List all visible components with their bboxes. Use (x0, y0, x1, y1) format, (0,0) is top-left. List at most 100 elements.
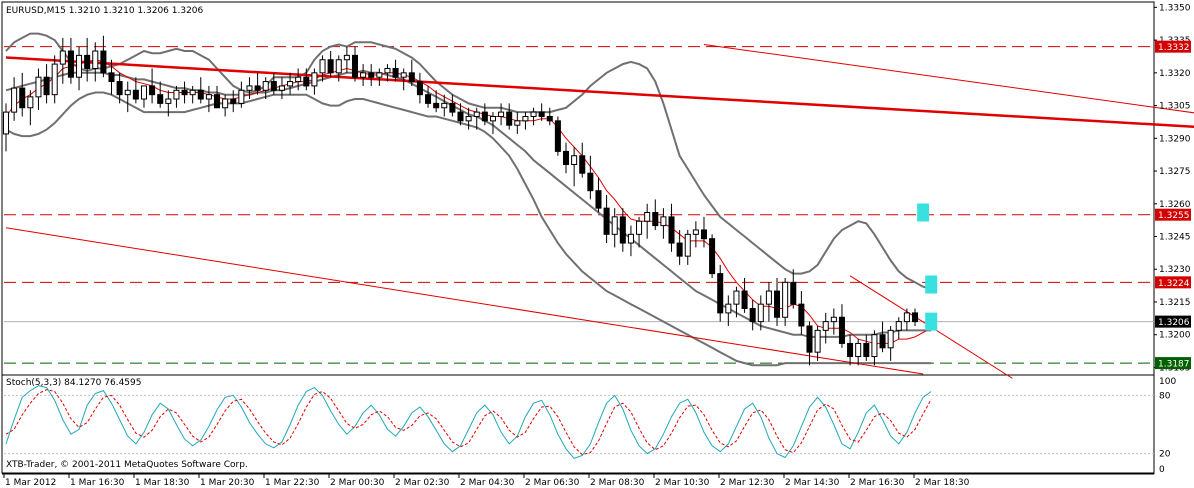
candle-body[interactable] (124, 89, 131, 96)
candle-body[interactable] (368, 72, 375, 78)
candle-body[interactable] (587, 172, 594, 192)
candle-body[interactable] (433, 102, 440, 109)
candle-body[interactable] (189, 89, 196, 96)
candle-body[interactable] (2, 111, 10, 135)
candle-body[interactable] (132, 89, 139, 100)
candle-body[interactable] (879, 334, 886, 349)
candle-body[interactable] (376, 72, 383, 78)
candle-body[interactable] (684, 233, 691, 257)
candle-body[interactable] (59, 50, 66, 65)
candle-body[interactable] (76, 54, 83, 78)
candle-body[interactable] (530, 111, 537, 117)
candle-body[interactable] (798, 303, 805, 327)
candle-body[interactable] (465, 115, 472, 122)
candle-body[interactable] (782, 281, 789, 318)
candle-body[interactable] (303, 76, 310, 87)
candle-body[interactable] (92, 50, 99, 69)
candle-body[interactable] (855, 342, 862, 358)
candle-body[interactable] (165, 98, 172, 104)
candle-body[interactable] (790, 281, 797, 305)
candle-body[interactable] (903, 312, 910, 323)
candle-body[interactable] (270, 81, 277, 91)
signal-marker[interactable] (925, 312, 938, 331)
candle-body[interactable] (806, 325, 813, 353)
candle-body[interactable] (254, 85, 261, 91)
candle-body[interactable] (35, 76, 42, 98)
candle-body[interactable] (457, 111, 464, 122)
candle-body[interactable] (514, 120, 521, 126)
candle-body[interactable] (709, 238, 716, 275)
candle-body[interactable] (408, 72, 415, 83)
candle-body[interactable] (425, 94, 432, 104)
candle-body[interactable] (197, 89, 204, 100)
candle-body[interactable] (895, 321, 902, 331)
candle-body[interactable] (116, 81, 123, 96)
candle-body[interactable] (473, 111, 480, 117)
candle-body[interactable] (335, 59, 342, 74)
candle-body[interactable] (392, 67, 399, 78)
candle-body[interactable] (579, 155, 586, 174)
candle-body[interactable] (416, 81, 423, 96)
candle-body[interactable] (149, 85, 156, 96)
candle-body[interactable] (733, 290, 740, 305)
candle-body[interactable] (546, 115, 553, 122)
candle-body[interactable] (522, 115, 529, 122)
candle-body[interactable] (222, 98, 229, 109)
candle-body[interactable] (67, 50, 74, 78)
candle-body[interactable] (51, 63, 58, 96)
candle-body[interactable] (157, 94, 164, 104)
candle-body[interactable] (863, 342, 870, 358)
candle-body[interactable] (287, 81, 294, 87)
candle-body[interactable] (230, 98, 237, 104)
candle-body[interactable] (627, 233, 634, 244)
candle-body[interactable] (11, 87, 18, 113)
candle-body[interactable] (830, 316, 837, 323)
candle-body[interactable] (295, 76, 302, 83)
candle-body[interactable] (611, 216, 618, 235)
candle-body[interactable] (749, 308, 756, 323)
candle-body[interactable] (660, 216, 667, 227)
candle-body[interactable] (652, 212, 659, 227)
candle-body[interactable] (506, 111, 513, 126)
candle-body[interactable] (538, 111, 545, 117)
candle-body[interactable] (19, 87, 26, 109)
trendline-2[interactable] (703, 43, 1194, 286)
candle-body[interactable] (887, 329, 894, 349)
candle-body[interactable] (214, 94, 221, 109)
candle-body[interactable] (554, 120, 561, 152)
candle-body[interactable] (603, 207, 610, 235)
candle-body[interactable] (351, 54, 359, 78)
candle-body[interactable] (814, 329, 821, 353)
candle-body[interactable] (441, 102, 448, 109)
candle-body[interactable] (384, 67, 391, 74)
candle-body[interactable] (700, 229, 707, 240)
candle-body[interactable] (481, 111, 488, 122)
candle-body[interactable] (343, 54, 350, 61)
candle-body[interactable] (327, 59, 334, 74)
candle-body[interactable] (319, 59, 326, 74)
candle-body[interactable] (108, 72, 115, 83)
trendline-3[interactable] (5, 227, 924, 375)
candle-body[interactable] (822, 321, 829, 331)
candle-body[interactable] (498, 111, 505, 117)
candle-body[interactable] (619, 216, 626, 244)
candle-body[interactable] (644, 212, 651, 222)
candle-body[interactable] (757, 303, 764, 323)
candle-body[interactable] (246, 85, 253, 91)
candle-body[interactable] (205, 94, 212, 100)
candle-body[interactable] (571, 155, 578, 165)
candle-body[interactable] (692, 229, 699, 235)
candle-body[interactable] (181, 89, 188, 96)
candle-body[interactable] (360, 72, 367, 78)
signal-marker[interactable] (925, 275, 938, 294)
candle-body[interactable] (838, 316, 845, 344)
candle-body[interactable] (400, 72, 407, 78)
candle-body[interactable] (741, 290, 748, 310)
candle-body[interactable] (636, 220, 643, 235)
candle-body[interactable] (43, 76, 50, 96)
candle-body[interactable] (676, 242, 683, 257)
candle-body[interactable] (100, 50, 107, 74)
candle-body[interactable] (717, 273, 724, 314)
candle-body[interactable] (449, 102, 456, 113)
candle-body[interactable] (238, 89, 245, 104)
